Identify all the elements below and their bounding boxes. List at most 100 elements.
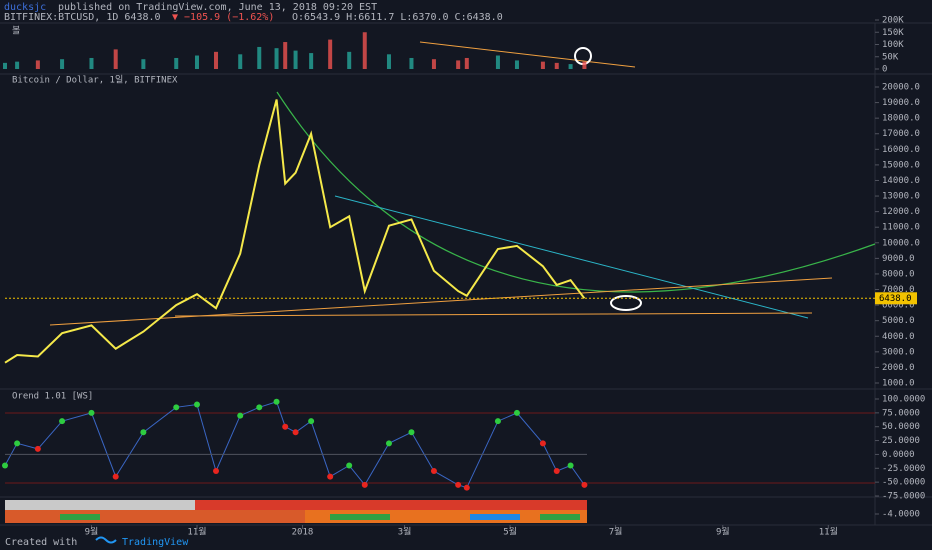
oscillator-dot <box>567 462 574 469</box>
y-tick-label: 150K <box>882 28 904 38</box>
y-tick-label: 7000.0 <box>882 285 915 295</box>
volume-bar <box>568 64 573 69</box>
oscillator-dot <box>327 473 334 480</box>
oscillator-dot <box>2 462 8 469</box>
oscillator-dot <box>494 418 501 425</box>
y-tick-label: 25.0000 <box>882 436 920 446</box>
volume-bar <box>238 54 243 69</box>
x-tick-label: 5월 <box>503 526 517 538</box>
volume-bar <box>141 59 146 69</box>
heatmap-strip <box>5 500 587 523</box>
volume-bar <box>554 62 559 69</box>
oscillator-dot <box>292 429 299 436</box>
volume-bar <box>456 60 461 69</box>
y-tick-label: 18000.0 <box>882 114 920 124</box>
x-tick-label: 11월 <box>819 526 838 538</box>
oscillator-dot <box>385 440 392 447</box>
y-tick-label: 5000.0 <box>882 316 915 326</box>
y-tick-label: 12000.0 <box>882 207 920 217</box>
y-tick-label: 15000.0 <box>882 160 920 170</box>
oscillator-dot <box>193 401 200 408</box>
volume-bar <box>15 61 20 69</box>
oscillator-line <box>4 401 585 489</box>
volume-bar <box>386 54 391 69</box>
volume-bar <box>35 60 40 69</box>
y-tick-label: 10000.0 <box>882 238 920 248</box>
x-tick-label: 9월 <box>716 526 730 538</box>
y-tick-label: 200K <box>882 16 904 26</box>
volume-bar <box>362 32 367 69</box>
y-tick-label: 9000.0 <box>882 254 915 264</box>
oscillator-dot <box>539 440 546 447</box>
footer-created: Created with <box>5 537 77 548</box>
y-tick-label: 6000.0 <box>882 301 915 311</box>
oscillator-dot <box>256 404 263 411</box>
y-tick-label: 19000.0 <box>882 98 920 108</box>
ohlc: O:6543.9 H:6611.7 L:6370.0 C:6438.0 <box>292 12 503 23</box>
y-tick-label: 8000.0 <box>882 269 915 279</box>
drawings <box>5 41 876 484</box>
y-tick-label: 0.0000 <box>882 450 915 460</box>
oscillator-dot <box>513 409 520 416</box>
oscillator-dot <box>173 404 180 411</box>
volume-bar <box>347 51 352 69</box>
oscillator-dot <box>553 468 560 475</box>
x-tick-label: 3월 <box>398 526 412 538</box>
pane-borders <box>0 22 932 526</box>
y-tick-label: 2000.0 <box>882 363 915 373</box>
volume-bar <box>113 49 118 69</box>
tradingview-logo <box>95 536 117 544</box>
volume-bar <box>464 57 469 69</box>
oscillator-dot <box>88 409 95 416</box>
y-tick-label: 3000.0 <box>882 347 915 357</box>
oscillator-dot <box>273 398 280 405</box>
last-price-label: 6438.0 <box>879 294 912 304</box>
volume-bar <box>3 62 7 69</box>
volume-bar <box>194 55 199 69</box>
author[interactable]: ducksjc <box>4 2 46 13</box>
footer-brand[interactable]: TradingView <box>122 537 189 548</box>
volume-bar <box>582 61 587 69</box>
oscillator-dot <box>59 418 66 425</box>
oscillator-dot <box>112 473 119 480</box>
y-tick-label: -75.0000 <box>882 492 925 502</box>
y-tick-label: 17000.0 <box>882 129 920 139</box>
y-tick-label: 11000.0 <box>882 223 920 233</box>
y-tick-label: 1000.0 <box>882 379 915 389</box>
y-tick-label: 75.0000 <box>882 408 920 418</box>
oscillator-dot <box>237 412 244 419</box>
y-tick-label: 0 <box>882 65 887 75</box>
oscillator-dot <box>408 429 415 436</box>
x-tick-label: 7월 <box>609 526 623 538</box>
symbol: BITFINEX:BTCUSD, 1D 6438.0 <box>4 12 161 23</box>
volume-bar <box>409 57 414 69</box>
oscillator-dot <box>34 445 41 452</box>
price-title: Bitcoin / Dollar, 1일, BITFINEX <box>12 75 178 86</box>
volume-bar <box>174 57 179 69</box>
volume-bar <box>514 60 519 69</box>
volume-bar <box>89 57 94 69</box>
oscillator-dot <box>213 468 220 475</box>
volume-bar <box>540 61 545 69</box>
volume-bar <box>283 42 288 69</box>
oscillator-dot <box>361 481 368 488</box>
y-tick-label: 14000.0 <box>882 176 920 186</box>
oscillator-title: Orend 1.01 [WS] <box>12 392 93 402</box>
published: published on TradingView.com, June 13, 2… <box>58 2 377 13</box>
x-tick-label: 11월 <box>187 526 206 538</box>
y-tick-label: 16000.0 <box>882 145 920 155</box>
x-tick-label: 2018 <box>292 528 314 538</box>
last-price-box <box>875 292 917 305</box>
volume-title: 볼 <box>12 26 20 37</box>
x-tick-label: 9월 <box>85 526 99 538</box>
volume-bar <box>60 59 65 69</box>
oscillator-dot <box>455 481 462 488</box>
y-tick-label: -25.0000 <box>882 464 925 474</box>
oscillator-dot <box>430 468 437 475</box>
volume-bar <box>293 50 298 69</box>
change: ▼ −105.9 (−1.62%) <box>172 12 274 23</box>
volume-bar <box>431 59 436 69</box>
y-tick-label: 50.0000 <box>882 422 920 432</box>
volume-bar <box>309 53 314 69</box>
